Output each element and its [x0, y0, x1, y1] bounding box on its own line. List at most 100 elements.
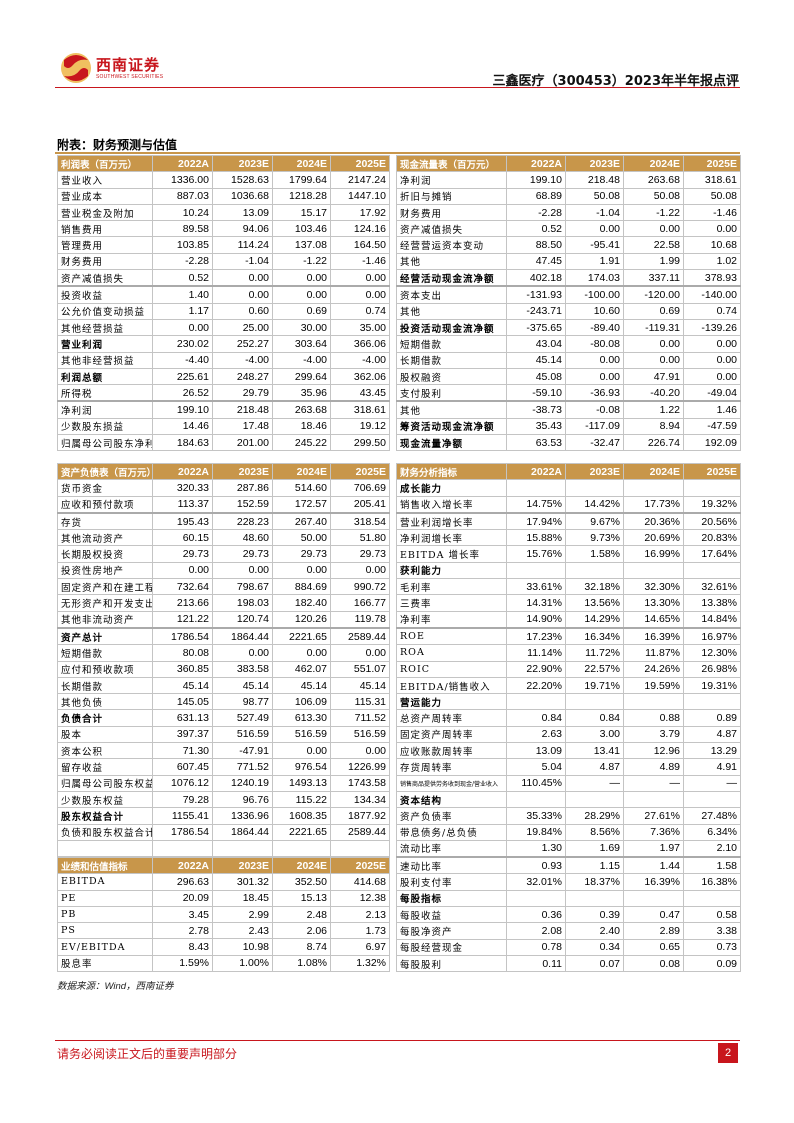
- cell-value: 1336.96: [212, 807, 273, 825]
- row-label: 资产总计: [57, 626, 153, 646]
- row-label: 资产减值损失: [57, 269, 153, 287]
- cell-value: 29.73: [212, 545, 273, 563]
- cell-value: 976.54: [272, 758, 331, 776]
- cell-value: 0.00: [272, 561, 331, 580]
- year-column-header: 2025E: [330, 462, 390, 481]
- cell-value: 18.45: [212, 889, 273, 907]
- cell-value: 14.84%: [683, 610, 741, 629]
- row-label: 其他负债: [57, 693, 153, 711]
- table-row: 应收和预付款项 113.37 152.59 172.57 205.41: [57, 495, 390, 514]
- cell-value: 4.87: [683, 725, 741, 744]
- row-label: 营业税金及附加: [57, 203, 153, 222]
- table-header-row: 利润表（百万元） 2022A 2023E 2024E 2025E: [57, 154, 390, 173]
- cell-value: 17.48: [212, 417, 273, 436]
- cell-value: [506, 693, 566, 711]
- table-row: 短期借款 43.04 -80.08 0.00 0.00: [396, 335, 741, 353]
- cell-value: 103.46: [272, 220, 331, 238]
- row-label: 销售费用: [57, 220, 153, 238]
- cell-value: 0.84: [506, 709, 566, 727]
- cell-value: 0.00: [623, 220, 684, 238]
- cell-value: 43.45: [330, 384, 390, 402]
- cell-value: 13.38%: [683, 594, 741, 612]
- row-label: 营运能力: [396, 693, 507, 711]
- cell-value: 115.31: [330, 693, 390, 711]
- table-row: 应付和预收款项 360.85 383.58 462.07 551.07: [57, 660, 390, 678]
- row-label: 经营营运资本变动: [396, 236, 507, 254]
- cell-value: 47.91: [623, 367, 684, 386]
- cell-value: 16.99%: [623, 545, 684, 563]
- cell-value: 1226.99: [330, 758, 390, 776]
- table-row: 折旧与摊销 68.89 50.08 50.08 50.08: [396, 187, 741, 205]
- cell-value: 71.30: [152, 742, 213, 760]
- cell-value: 0.84: [565, 709, 624, 727]
- table-row: 资产负债率 35.33% 28.29% 27.61% 27.48%: [396, 807, 741, 825]
- row-label: 短期借款: [396, 335, 507, 353]
- cell-value: 2.78: [152, 922, 213, 940]
- cell-value: 360.85: [152, 660, 213, 678]
- cell-value: 2.40: [565, 922, 624, 940]
- cell-value: 164.50: [330, 236, 390, 254]
- cell-value: 2221.65: [272, 626, 331, 646]
- cell-value: 711.52: [330, 709, 390, 727]
- row-label: 股息率: [57, 954, 153, 973]
- table-row: 无形资产和开发支出 213.66 198.03 182.40 166.77: [57, 594, 390, 612]
- cell-value: 0.00: [272, 644, 331, 662]
- cell-value: [623, 479, 684, 497]
- table-title: 资产负债表（百万元）: [57, 462, 153, 481]
- cell-value: 29.73: [330, 545, 390, 563]
- cell-value: 3.00: [565, 725, 624, 744]
- year-column-header: 2024E: [623, 154, 684, 173]
- row-label: 少数股东损益: [57, 417, 153, 436]
- cell-value: -40.20: [623, 384, 684, 402]
- table-row: 销售收入增长率 14.75% 14.42% 17.73% 19.32%: [396, 495, 741, 514]
- table-row: 固定资产周转率 2.63 3.00 3.79 4.87: [396, 725, 741, 744]
- cell-value: 1608.35: [272, 807, 331, 825]
- cell-value: -139.26: [683, 318, 741, 337]
- row-label: 股利支付率: [396, 873, 507, 891]
- cell-value: 2147.24: [330, 171, 390, 189]
- cell-value: 1786.54: [152, 626, 213, 646]
- cell-value: 7.36%: [623, 823, 684, 841]
- cell-value: -4.00: [272, 351, 331, 369]
- row-label: 资产负债率: [396, 807, 507, 825]
- table-row: 其他 47.45 1.91 1.99 1.02: [396, 252, 741, 271]
- cell-value: 24.26%: [623, 660, 684, 678]
- cell-value: -140.00: [683, 285, 741, 304]
- row-label: 资本支出: [396, 285, 507, 304]
- cell-value: 2.13: [330, 905, 390, 924]
- cell-value: 299.50: [330, 434, 390, 452]
- cell-value: 16.34%: [565, 626, 624, 646]
- cell-value: 516.59: [272, 725, 331, 744]
- cell-value: 0.73: [683, 938, 741, 956]
- cell-value: 30.00: [272, 318, 331, 337]
- cell-value: 3.45: [152, 905, 213, 924]
- cell-value: 12.30%: [683, 644, 741, 662]
- cell-value: 120.74: [212, 610, 273, 629]
- row-label: 投资活动现金流净额: [396, 318, 507, 337]
- table-row: EBITDA/销售收入 22.20% 19.71% 19.59% 19.31%: [396, 676, 741, 695]
- cell-value: 1.15: [565, 856, 624, 875]
- cell-value: 8.43: [152, 938, 213, 956]
- cell-value: 19.32%: [683, 495, 741, 514]
- cell-value: 0.00: [683, 220, 741, 238]
- year-column-header: 2023E: [212, 154, 273, 173]
- cell-value: 43.04: [506, 335, 566, 353]
- cell-value: 1336.00: [152, 171, 213, 189]
- table-row: 净利率 14.90% 14.29% 14.65% 14.84%: [396, 610, 741, 629]
- cell-value: 35.96: [272, 384, 331, 402]
- cell-value: 0.52: [506, 220, 566, 238]
- cell-value: 287.86: [212, 479, 273, 497]
- year-column-header: 2025E: [683, 154, 741, 173]
- table-title: 现金流量表（百万元）: [396, 154, 507, 173]
- table-row: 股息率 1.59% 1.00% 1.08% 1.32%: [57, 954, 390, 973]
- row-label: EBITDA: [57, 873, 153, 891]
- table-row: 总资产周转率 0.84 0.84 0.88 0.89: [396, 709, 741, 727]
- cell-value: 0.00: [330, 561, 390, 580]
- row-label: 销售收入增长率: [396, 495, 507, 514]
- cell-value: 15.76%: [506, 545, 566, 563]
- table-row: 流动比率 1.30 1.69 1.97 2.10: [396, 839, 741, 858]
- cell-value: 0.00: [683, 351, 741, 369]
- cell-value: 45.14: [330, 676, 390, 695]
- cell-value: [623, 561, 684, 580]
- cell-value: 17.64%: [683, 545, 741, 563]
